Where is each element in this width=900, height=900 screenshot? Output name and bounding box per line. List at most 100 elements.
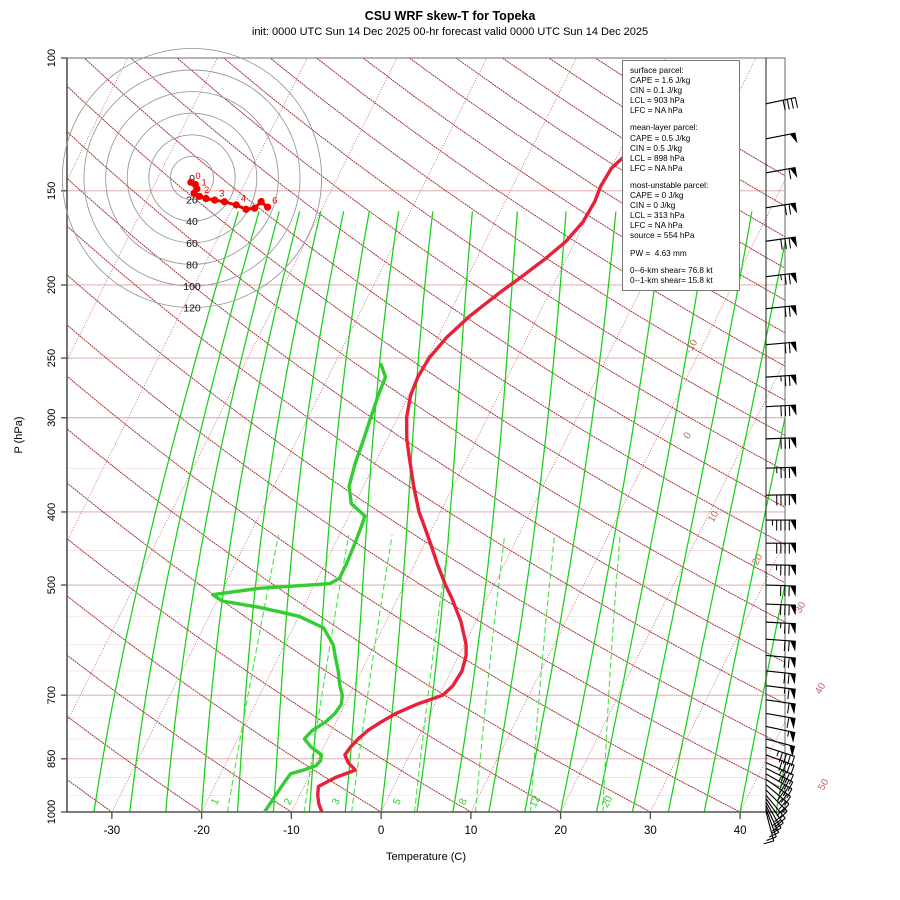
isotherm-label: 30: [793, 600, 808, 616]
wind-barb: [765, 404, 797, 417]
spacer: [630, 174, 733, 181]
y-tick-label: 200: [46, 276, 58, 294]
moist-adiabat-0: [380, 211, 434, 812]
hodograph-ring-label: 60: [186, 238, 198, 250]
parcel-group-heading: most-unstable parcel:: [630, 180, 709, 190]
dry-adiabat-40: [67, 375, 741, 812]
hodograph-ring-label: 100: [183, 281, 201, 293]
mixing-ratio-group: [226, 535, 621, 812]
wind-barb: [765, 304, 797, 318]
dry-adiabat-110: [83, 58, 785, 546]
hodograph-point: [202, 194, 210, 203]
hodograph-point: [220, 198, 228, 206]
page-subtitle: init: 0000 UTC Sun 14 Dec 2025 00-hr for…: [251, 26, 649, 38]
dry-adiabat-0: [67, 595, 382, 812]
wind-barb: [765, 374, 797, 387]
wind-barb: [765, 341, 797, 354]
dewpoint-profile-line: [211, 362, 388, 812]
temperature-profile-line: [316, 104, 705, 812]
hodograph-point: [264, 203, 272, 211]
dry-adiabat-150: [269, 58, 785, 401]
dry-adiabat--10: [67, 654, 292, 812]
hodograph-point-label: 4: [241, 194, 246, 205]
dry-adiabat-160: [316, 58, 785, 367]
y-tick-label: 150: [46, 182, 58, 200]
page-title: CSU WRF skew-T for Topeka: [364, 9, 536, 23]
mixing-ratio-label: 2: [282, 796, 295, 807]
x-tick-label: 20: [554, 825, 567, 837]
moist-adiabat--20: [200, 211, 301, 812]
parcel-metric: CIN = 0.5 J/kg: [630, 143, 683, 153]
hodograph-point-label: 1: [201, 177, 206, 188]
dry-adiabat-100: [67, 85, 785, 584]
moist-adiabat-24: [595, 211, 711, 812]
parcel-metric: CAPE = 0 J/kg: [630, 191, 684, 201]
parcel-metric: LFC = NA hPa: [630, 106, 683, 116]
hodograph-ring-label: 120: [183, 303, 201, 315]
dry-adiabat-80: [67, 177, 785, 663]
moist-adiabat--28: [129, 211, 260, 812]
mixing-ratio-label: 12: [527, 794, 543, 810]
x-tick-label: 40: [734, 825, 747, 837]
isotherm-label: 10: [706, 509, 721, 525]
parcel-metric: LFC = NA hPa: [630, 163, 683, 173]
moist-adiabat--8: [308, 211, 370, 812]
dry-adiabat-30: [67, 428, 651, 812]
spacer: [630, 116, 733, 123]
wind-barb: [765, 437, 797, 449]
mixing-ratio-3: [351, 535, 393, 812]
moist-adiabat-12: [488, 211, 567, 812]
parcel-metric: CAPE = 1.6 J/kg: [630, 76, 691, 86]
dry-adiabat-50: [67, 324, 785, 791]
hodograph-ring-label: 80: [186, 259, 198, 271]
y-tick-label: 1000: [46, 800, 58, 824]
dry-adiabat-10: [67, 538, 472, 812]
x-axis-label: Temperature (C): [386, 851, 466, 863]
shear-metric: 0--1-km shear= 15.8 kt: [630, 275, 713, 285]
hodograph-point: [242, 205, 250, 213]
x-tick-label: 30: [644, 825, 657, 837]
shear-metric: 0--6-km shear= 76.8 kt: [630, 265, 713, 275]
y-tick-label: 700: [46, 686, 58, 704]
wind-barb: [765, 236, 798, 250]
moist-adiabat-4: [416, 211, 474, 812]
mixing-ratio-20: [602, 535, 621, 812]
moist-adiabat--16: [236, 211, 322, 812]
isotherm-40: [739, 720, 785, 812]
y-tick-label: 300: [46, 409, 58, 427]
parcel-metric: CIN = 0 J/kg: [630, 201, 676, 211]
wind-barb: [765, 798, 784, 830]
hodograph-point: [251, 204, 259, 212]
wind-barb: [765, 167, 798, 180]
hodograph-ring-80: [105, 91, 279, 265]
dry-adiabat-60: [67, 274, 785, 747]
wind-barb: [765, 564, 797, 576]
isotherm-label: 0: [682, 430, 695, 441]
isotherm-label: 50: [816, 777, 831, 793]
wind-barb: [765, 699, 796, 715]
hodograph-point: [195, 192, 204, 200]
spacer: [630, 259, 733, 266]
y-tick-label: 100: [46, 49, 58, 67]
parcel-group-heading: surface parcel:: [630, 66, 684, 75]
wind-barb-group: [763, 96, 799, 845]
wind-barb: [765, 132, 798, 144]
mixing-ratio-2: [303, 535, 350, 812]
parcel-metric: LFC = NA hPa: [630, 221, 683, 231]
mixing-ratio-label: 1: [209, 796, 222, 807]
wind-barb: [765, 670, 796, 685]
wind-barb: [765, 685, 796, 700]
dry-adiabat-90: [67, 130, 785, 623]
precipitable-water: PW = 4.63 mm: [630, 248, 687, 258]
hodograph-point: [190, 189, 198, 197]
dry-adiabat-120: [130, 58, 785, 508]
mixing-ratio-12: [529, 535, 556, 812]
hodograph-ring-label: 40: [186, 216, 198, 228]
y-tick-label: 250: [46, 349, 58, 367]
moist-adiabat--32: [93, 211, 239, 812]
moist-adiabat-36: [703, 414, 785, 812]
hodograph-point: [211, 196, 219, 204]
wind-barb: [765, 773, 793, 799]
wind-barb: [765, 725, 796, 743]
